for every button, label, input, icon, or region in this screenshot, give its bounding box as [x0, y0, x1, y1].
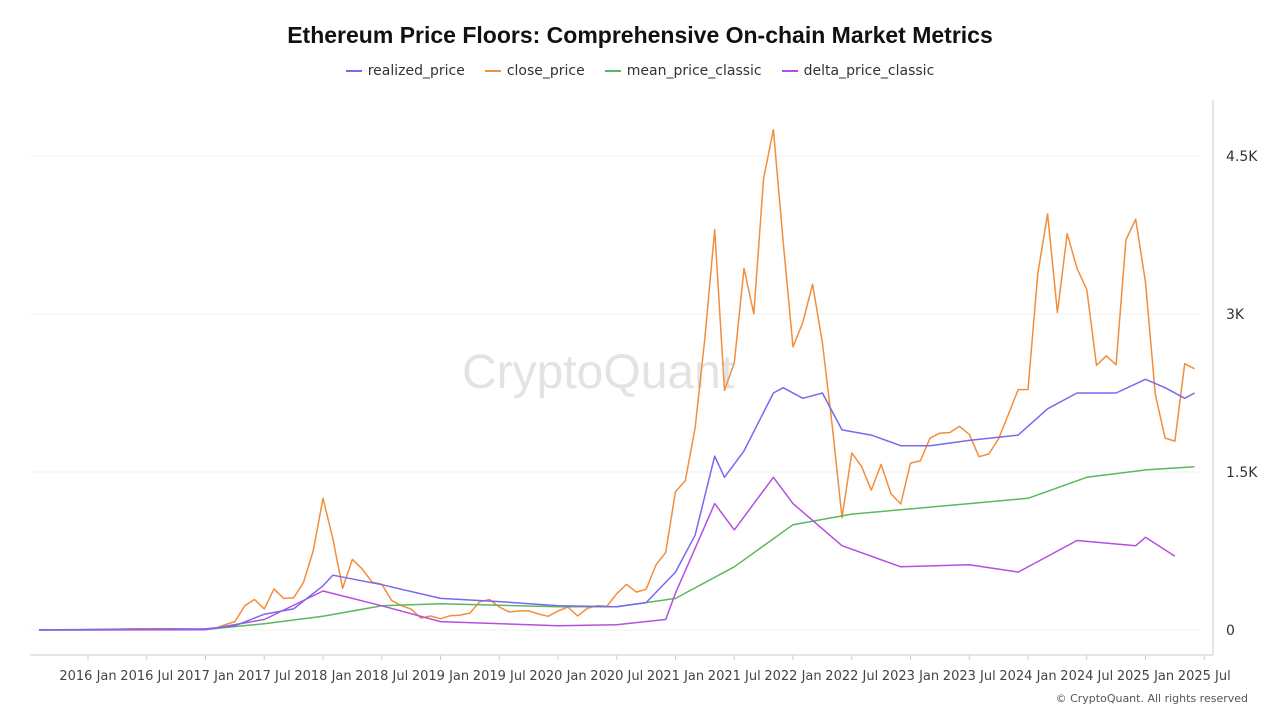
legend-swatch	[781, 70, 798, 72]
series-line-mean_price_classic	[38, 465, 1195, 631]
x-tick-label: 2016 Jan	[59, 669, 116, 684]
x-tick-label: 2016 Jul	[120, 669, 173, 684]
watermark: CryptoQuant	[462, 346, 735, 399]
x-tick-label: 2022 Jul	[825, 669, 878, 684]
legend-label: realized_price	[367, 63, 465, 79]
y-tick-label: 1.5K	[1226, 465, 1258, 481]
x-tick-label: 2023 Jan	[882, 669, 939, 684]
legend-item-close_price[interactable]: close_price	[484, 63, 585, 79]
x-tick-label: 2020 Jan	[529, 669, 586, 684]
x-tick-label: 2025 Jan	[1117, 669, 1174, 684]
x-tick-label: 2023 Jul	[943, 669, 996, 684]
x-tick-label: 2021 Jan	[647, 669, 704, 684]
x-tick-label: 2022 Jan	[764, 669, 821, 684]
legend-swatch	[484, 70, 501, 72]
y-tick-label: 0	[1226, 623, 1235, 639]
y-tick-label: 3K	[1226, 307, 1245, 323]
x-tick-label: 2018 Jan	[294, 669, 351, 684]
legend: realized_price close_price mean_price_clas…	[0, 63, 1280, 79]
chart-title: Ethereum Price Floors: Comprehensive On-…	[287, 22, 993, 48]
legend-swatch	[345, 70, 362, 72]
legend-label: close_price	[506, 63, 585, 79]
x-tick-label: 2021 Jul	[708, 669, 761, 684]
x-tick-label: 2025 Jul	[1178, 669, 1231, 684]
x-tick-label: 2020 Jul	[590, 669, 643, 684]
legend-label: delta_price_classic	[803, 63, 935, 79]
x-tick-label: 2024 Jul	[1060, 669, 1113, 684]
y-tick-label: 4.5K	[1226, 149, 1258, 165]
series-line-delta_price_classic	[38, 476, 1176, 631]
legend-label: mean_price_classic	[626, 63, 762, 79]
x-tick-label: 2019 Jul	[473, 669, 526, 684]
copyright-text: © CryptoQuant. All rights reserved	[1055, 692, 1248, 705]
x-tick-label: 2024 Jan	[999, 669, 1056, 684]
legend-swatch	[604, 70, 621, 72]
x-tick-label: 2018 Jul	[355, 669, 408, 684]
x-tick-label: 2017 Jan	[177, 669, 234, 684]
series-line-close_price	[39, 128, 1195, 631]
legend-item-mean_price_classic[interactable]: mean_price_classic	[604, 63, 762, 79]
series-line-realized_price	[38, 378, 1195, 631]
legend-item-realized_price[interactable]: realized_price	[345, 63, 465, 79]
x-tick-label: 2019 Jan	[412, 669, 469, 684]
legend-item-delta_price_classic[interactable]: delta_price_classic	[781, 63, 935, 79]
x-tick-label: 2017 Jul	[238, 669, 291, 684]
